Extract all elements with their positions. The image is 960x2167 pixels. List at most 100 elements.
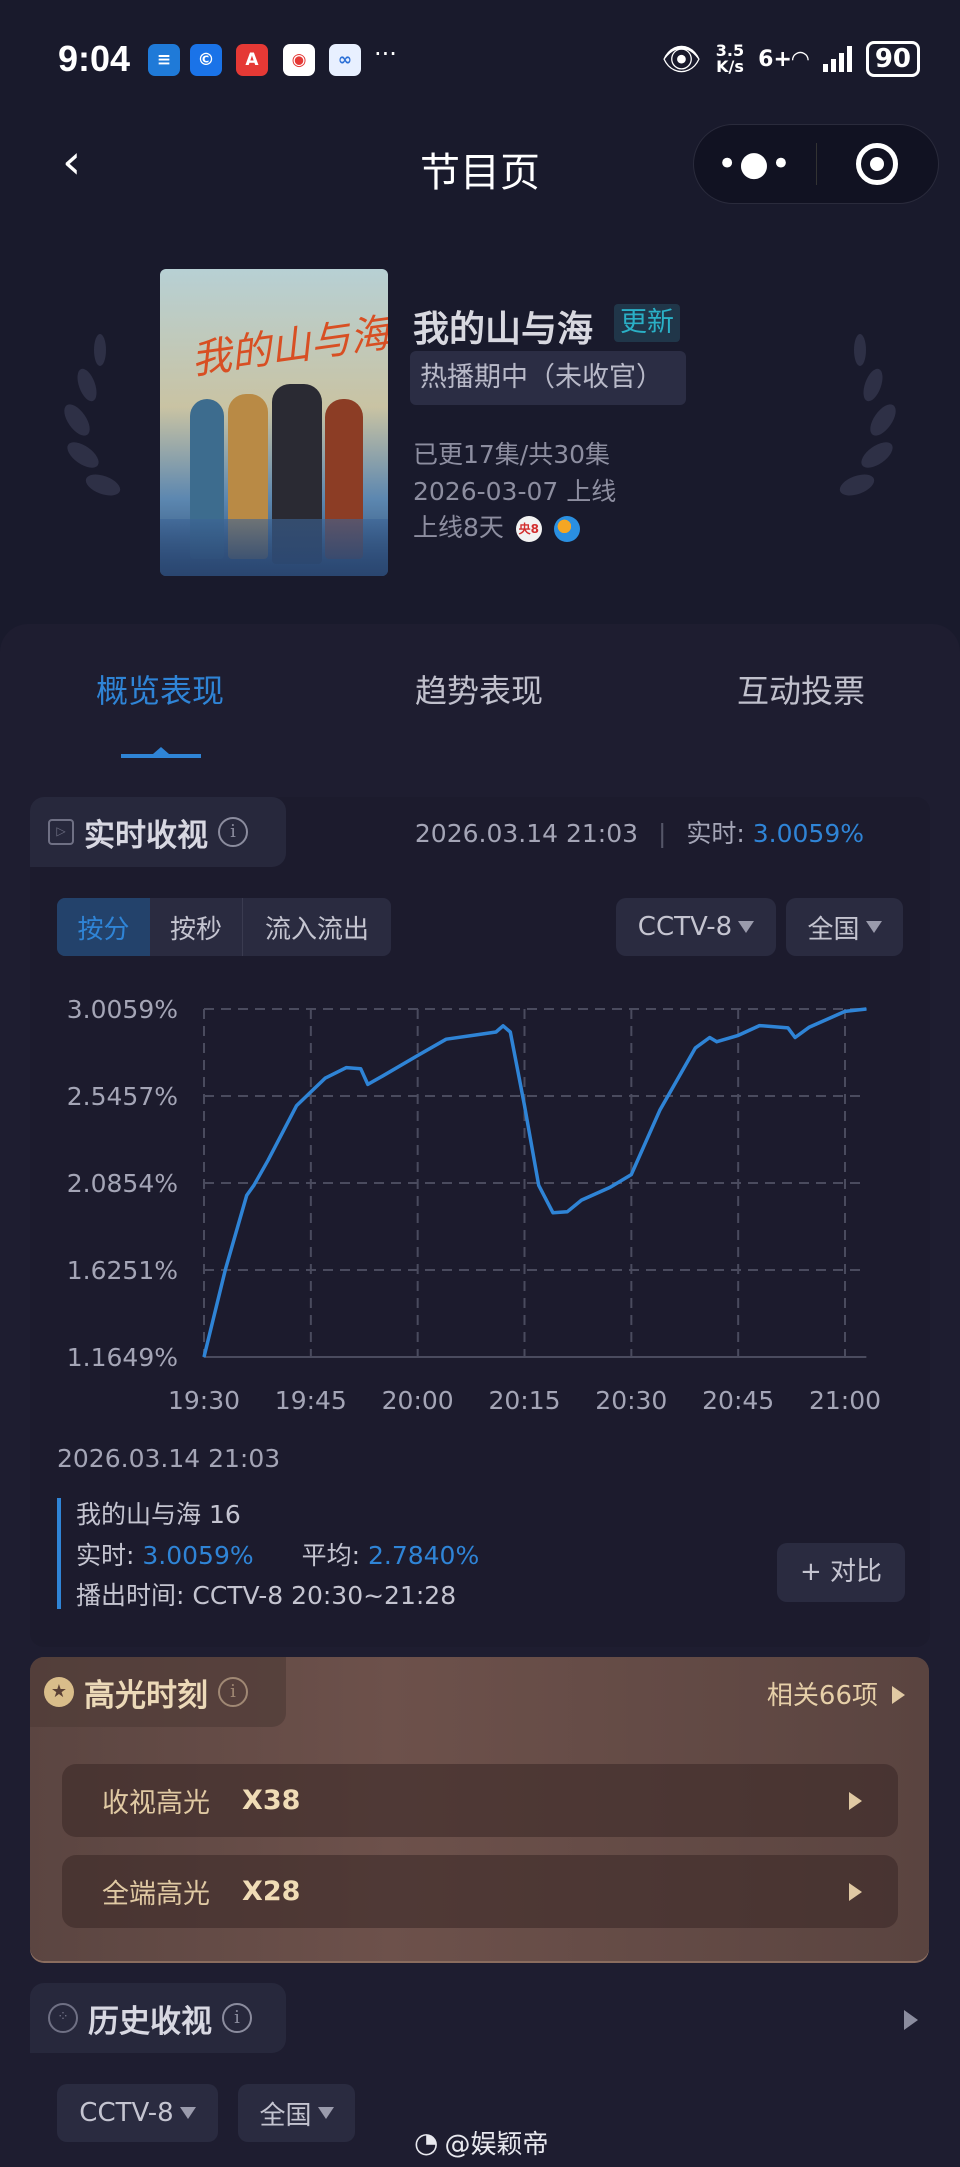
caret-down-icon (179, 2107, 196, 2119)
update-badge: 更新 (614, 304, 680, 342)
info-icon[interactable]: i (218, 817, 248, 847)
info-icon[interactable]: i (222, 2003, 252, 2033)
streaming-platform-icon (553, 516, 580, 542)
app-notification-icon: ≡ (148, 44, 180, 76)
realtime-label: 实时: (686, 819, 745, 848)
history-more-arrow-icon[interactable] (904, 2010, 918, 2030)
more-button[interactable]: •●• (694, 144, 816, 184)
close-button[interactable] (817, 143, 938, 185)
watermark: ◔ @娱颖帝 (414, 2124, 548, 2161)
data-point (808, 1026, 810, 1028)
highlights-more-link[interactable]: 相关66项 (767, 1675, 905, 1712)
x-tick-label: 20:30 (595, 1386, 667, 1415)
signal-icon (822, 46, 852, 72)
data-point (524, 1105, 525, 1107)
data-point (253, 1184, 255, 1186)
legend-average-label: 平均: (301, 1541, 361, 1570)
page-title: 节目页 (420, 150, 540, 196)
data-point (538, 1184, 540, 1186)
data-point (759, 1025, 761, 1027)
net-speed-value: 3.5 (715, 41, 745, 60)
x-tick-label: 20:15 (488, 1386, 560, 1415)
region-value: 全国 (807, 914, 860, 945)
toggle-flow[interactable]: 流入流出 (264, 914, 369, 945)
data-point (659, 1109, 661, 1111)
data-point (296, 1105, 298, 1107)
data-point (246, 1194, 248, 1196)
status-tag: 热播期中（未收官） (410, 351, 686, 405)
net-speed: 3.5 K/s (716, 43, 744, 75)
data-point (787, 1027, 789, 1029)
toggle-by-second[interactable]: 按秒 (150, 898, 243, 956)
cctv8-channel-icon: 央8 (515, 516, 542, 542)
data-point (709, 1037, 711, 1039)
chart-grid (203, 1008, 867, 1358)
realtime-timestamp: 2026.03.14 21:03 (414, 819, 639, 848)
region-dropdown[interactable]: 全国 (786, 898, 903, 956)
info-icon[interactable]: i (218, 1677, 248, 1707)
tab-vote[interactable]: 互动投票 (736, 672, 866, 710)
data-point (203, 1356, 205, 1358)
realtime-title: 实时收视 (84, 817, 208, 854)
show-title: 我的山与海 (413, 309, 594, 350)
more-notifications: ··· (374, 40, 397, 68)
back-button[interactable]: ‹ (62, 138, 81, 186)
caret-down-icon (738, 921, 755, 933)
history-channel-dropdown[interactable]: CCTV-8 (57, 2084, 218, 2142)
x-tick-label: 20:45 (702, 1386, 774, 1415)
watermark-text: @娱颖帝 (444, 2130, 549, 2160)
legend-realtime-label: 实时: (76, 1541, 135, 1570)
realtime-header: ▷ 实时收视 i (30, 797, 286, 867)
data-point (474, 1034, 476, 1036)
laurel-right-icon (839, 334, 896, 496)
channel-value: CCTV-8 (637, 912, 733, 942)
realtime-summary: 2026.03.14 21:03 | 实时: 3.0059% (415, 814, 864, 850)
episode-count: 已更17集/共30集 (413, 440, 611, 469)
legend-date: 2026.03.14 21:03 (57, 1444, 281, 1473)
capsule-divider (816, 143, 817, 185)
highlight-label: 全端高光 (102, 1879, 210, 1910)
film-reel-icon: ⁘ (48, 2003, 78, 2033)
highlight-label: 收视高光 (102, 1788, 210, 1819)
data-point (566, 1211, 568, 1213)
data-point (580, 1199, 582, 1201)
data-point (417, 1054, 419, 1056)
data-point (630, 1174, 632, 1176)
data-point (360, 1068, 362, 1070)
legend-airtime: 播出时间: CCTV-8 20:30~21:28 (76, 1581, 457, 1610)
realtime-chart[interactable]: 3.0059% 2.5457% 2.0854% 1.6251% 1.1649% 19:3… (0, 990, 960, 1430)
granularity-toggle: 按分 按秒 流入流出 (57, 898, 391, 956)
tab-overview[interactable]: 概览表现 (95, 672, 225, 710)
highlights-count: 相关66项 (766, 1681, 878, 1711)
divider: | (657, 819, 667, 848)
play-arrow-icon (892, 1686, 905, 1704)
weibo-icon: ◉ (283, 44, 315, 76)
eye-icon: 👁 (661, 40, 702, 78)
data-point (552, 1212, 554, 1214)
more-dots-icon: •●• (717, 144, 793, 184)
data-point (502, 1025, 504, 1027)
realtime-value: 3.0059% (752, 819, 864, 848)
highlight-row-all-platform[interactable]: 全端高光 X28 (62, 1855, 898, 1928)
tab-indicator (121, 747, 201, 758)
history-region-dropdown[interactable]: 全国 (238, 2084, 355, 2142)
app-notification-icon: © (190, 44, 222, 76)
net-speed-unit: K/s (716, 57, 744, 76)
y-axis: 3.0059% 2.5457% 2.0854% 1.6251% 1.1649% (67, 995, 178, 1372)
app-notification-icon: ∞ (329, 44, 361, 76)
data-point (224, 1268, 226, 1270)
history-channel-value: CCTV-8 (79, 2098, 174, 2128)
data-point (865, 1008, 867, 1010)
highlight-row-ratings[interactable]: 收视高光 X38 (62, 1764, 898, 1837)
wifi-label: 6+ (758, 46, 792, 72)
poster-waves (160, 519, 388, 576)
data-point (367, 1083, 369, 1085)
show-poster[interactable]: 我的山与海 (160, 269, 388, 576)
channel-dropdown[interactable]: CCTV-8 (616, 898, 776, 956)
status-icons: 👁 3.5 K/s 6+◠ 90 (661, 40, 920, 78)
tab-trend[interactable]: 趋势表现 (414, 672, 544, 710)
y-tick-label: 2.0854% (67, 1169, 178, 1198)
toggle-by-minute[interactable]: 按分 (57, 898, 150, 956)
compare-button[interactable]: + 对比 (777, 1543, 905, 1602)
data-point (495, 1031, 497, 1033)
